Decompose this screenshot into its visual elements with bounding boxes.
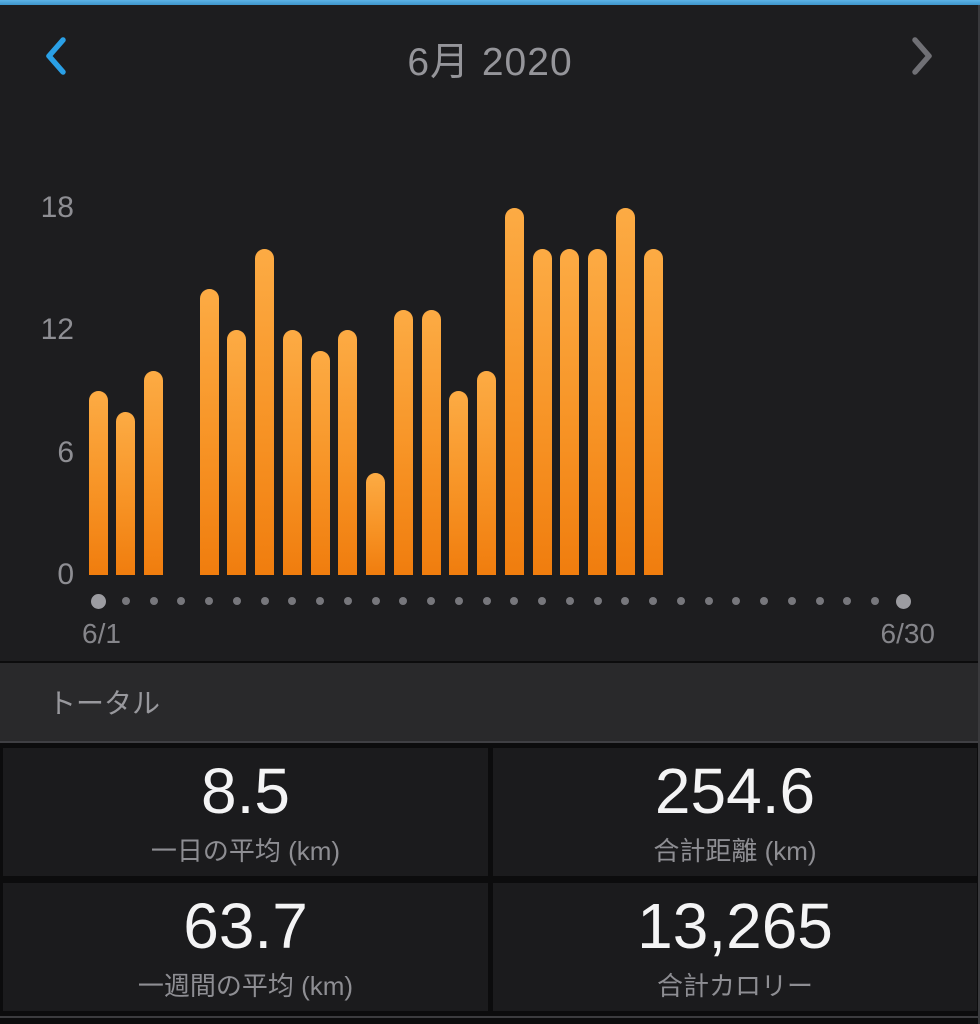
stat-value: 13,265 bbox=[637, 889, 833, 962]
axis-dot bbox=[149, 597, 158, 605]
axis-dot bbox=[871, 597, 880, 605]
x-axis-start-label: 6/1 bbox=[82, 618, 121, 649]
bar-day-6 bbox=[227, 330, 247, 575]
axis-dot bbox=[454, 597, 463, 605]
chevron-right-icon bbox=[912, 37, 932, 75]
page-title: 6月 2020 bbox=[407, 41, 573, 84]
axis-endpoint-dot bbox=[90, 593, 106, 609]
x-axis-end-label: 6/30 bbox=[880, 618, 936, 649]
divider bbox=[0, 1016, 980, 1018]
bar-day-13 bbox=[421, 309, 441, 575]
axis-dot bbox=[316, 597, 325, 605]
total-section-header: トータル bbox=[0, 663, 980, 741]
axis-dot bbox=[787, 597, 796, 605]
axis-dot bbox=[649, 597, 658, 605]
stat-label: 合計カロリー bbox=[656, 970, 813, 1001]
stat-value: 254.6 bbox=[654, 754, 816, 827]
top-accent-bar bbox=[0, 0, 980, 5]
bar-day-2 bbox=[116, 411, 136, 575]
bar-day-3 bbox=[144, 371, 164, 575]
axis-dot bbox=[232, 597, 241, 605]
axis-dot bbox=[288, 597, 297, 605]
bar-day-1 bbox=[88, 391, 108, 575]
axis-dot bbox=[815, 597, 824, 605]
divider bbox=[0, 741, 980, 743]
bar-day-9 bbox=[310, 350, 330, 575]
axis-dot bbox=[371, 597, 380, 605]
axis-dot bbox=[704, 597, 713, 605]
axis-dot bbox=[843, 597, 852, 605]
axis-dot bbox=[676, 597, 685, 605]
axis-dot bbox=[121, 597, 130, 605]
bar-day-19 bbox=[588, 248, 608, 575]
stat-label: 一日の平均 (km) bbox=[150, 835, 341, 866]
axis-dot bbox=[621, 597, 630, 605]
screen-edge-line bbox=[978, 5, 980, 1024]
stat-label: 合計距離 (km) bbox=[653, 835, 817, 866]
chevron-left-icon bbox=[46, 37, 66, 75]
stat-total-distance: 254.6 合計距離 (km) bbox=[493, 748, 977, 876]
axis-dot bbox=[538, 597, 547, 605]
previous-month-button[interactable] bbox=[42, 35, 70, 77]
total-section-label: トータル bbox=[48, 688, 161, 719]
stat-value: 8.5 bbox=[201, 754, 290, 827]
y-axis-label: 0 bbox=[57, 558, 74, 591]
y-axis-label: 6 bbox=[57, 435, 74, 469]
bar-day-15 bbox=[477, 371, 497, 575]
axis-endpoint-dot bbox=[895, 593, 911, 609]
axis-dot bbox=[593, 597, 602, 605]
stat-value: 63.7 bbox=[183, 889, 308, 962]
axis-dot bbox=[343, 597, 352, 605]
stat-total-calories: 13,265 合計カロリー bbox=[493, 883, 977, 1011]
stat-label: 一週間の平均 (km) bbox=[137, 970, 354, 1001]
stat-weekly-average: 63.7 一週間の平均 (km) bbox=[3, 883, 488, 1011]
bar-day-14 bbox=[449, 391, 469, 575]
axis-dot bbox=[732, 597, 741, 605]
y-axis-label: 18 bbox=[40, 190, 74, 224]
y-axis-label: 12 bbox=[40, 313, 74, 347]
bar-day-18 bbox=[560, 248, 580, 575]
next-month-button[interactable] bbox=[908, 35, 936, 77]
axis-dot bbox=[760, 597, 769, 605]
axis-dot bbox=[427, 597, 436, 605]
bar-day-10 bbox=[338, 330, 358, 575]
bar-day-12 bbox=[393, 309, 413, 575]
bar-chart: 6/1 6/30 0 6 12 18 bbox=[40, 190, 936, 649]
axis-dot bbox=[205, 597, 214, 605]
bar-day-21 bbox=[643, 248, 663, 575]
bar-day-5 bbox=[199, 289, 219, 575]
axis-dot bbox=[565, 597, 574, 605]
axis-dot bbox=[482, 597, 491, 605]
bar-day-17 bbox=[532, 248, 552, 575]
bar-day-11 bbox=[366, 473, 386, 575]
bar-day-16 bbox=[504, 207, 524, 575]
axis-dot bbox=[177, 597, 186, 605]
bar-day-7 bbox=[255, 248, 275, 575]
axis-dot bbox=[260, 597, 269, 605]
axis-dot bbox=[399, 597, 408, 605]
bar-day-20 bbox=[615, 207, 635, 575]
bar-day-8 bbox=[282, 330, 302, 575]
stat-daily-average: 8.5 一日の平均 (km) bbox=[3, 748, 488, 876]
axis-dot bbox=[510, 597, 519, 605]
